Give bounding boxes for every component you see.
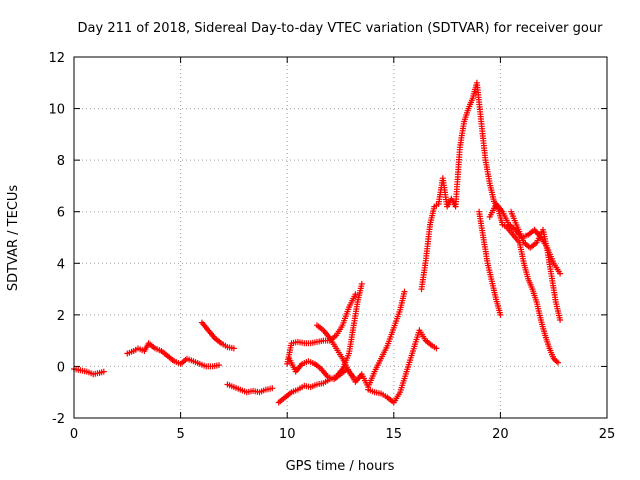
series-arc4 [224, 381, 276, 396]
y-tick-label: 4 [57, 257, 65, 272]
marker-path [508, 208, 564, 323]
y-tick-label: -2 [52, 412, 65, 427]
x-tick-label: 15 [386, 427, 403, 442]
marker-path [71, 366, 107, 378]
series-arc11 [476, 208, 504, 318]
series-arc3 [198, 319, 237, 352]
x-tick-label: 10 [279, 427, 296, 442]
y-tick-label: 0 [57, 360, 65, 375]
x-tick-label: 25 [599, 427, 616, 442]
x-axis-label: GPS time / hours [286, 459, 395, 474]
plot-frame [73, 56, 608, 419]
y-tick-label: 8 [57, 154, 65, 169]
data-series [71, 79, 564, 406]
x-tick-label: 20 [492, 427, 509, 442]
series-arc10 [418, 79, 561, 366]
chart-title: Day 211 of 2018, Sidereal Day-to-day VTE… [78, 21, 604, 36]
series-arc9 [365, 327, 440, 406]
y-tick-label: 2 [57, 309, 65, 324]
marker-path [418, 79, 561, 366]
y-tick-label: 12 [48, 51, 65, 66]
marker-path [314, 288, 408, 391]
marker-path [224, 381, 276, 396]
grid [74, 57, 607, 418]
series-arc2 [124, 340, 222, 370]
marker-path [124, 340, 222, 370]
marker-path [365, 327, 440, 406]
y-tick-label: 6 [57, 206, 65, 221]
marker-path [476, 208, 504, 318]
marker-path [198, 319, 237, 352]
series-arc8 [314, 288, 408, 391]
axis-ticks: 0 5 10 15 20 25 -2 0 2 4 6 8 10 12 [48, 51, 615, 442]
x-tick-label: 5 [176, 427, 184, 442]
series-arc13 [508, 208, 564, 323]
series-arc1 [71, 366, 107, 378]
y-tick-label: 10 [48, 103, 65, 118]
x-tick-label: 0 [70, 427, 78, 442]
y-axis-label: SDTVAR / TECUs [6, 185, 21, 292]
